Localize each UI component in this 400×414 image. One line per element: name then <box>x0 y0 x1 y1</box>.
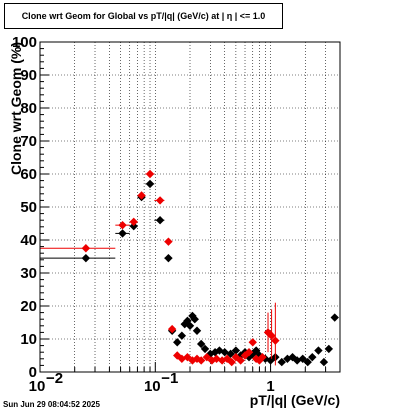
data-point <box>231 346 241 355</box>
y-tick-label: 30 <box>20 265 37 282</box>
data-point <box>118 229 127 238</box>
data-point <box>236 356 245 365</box>
series-0 <box>40 179 339 367</box>
data-point <box>173 338 182 347</box>
data-point <box>190 315 199 324</box>
y-tick-label: 70 <box>20 133 37 150</box>
data-point <box>167 324 177 334</box>
data-point <box>258 352 267 362</box>
x-tick-exponent: −1 <box>161 370 178 387</box>
data-point <box>271 336 280 345</box>
data-point <box>236 351 245 360</box>
data-point <box>118 220 127 230</box>
data-point <box>185 321 195 330</box>
data-point <box>303 357 312 367</box>
y-tick-label: 40 <box>20 232 37 249</box>
data-point <box>220 348 229 357</box>
data-point <box>155 196 165 205</box>
x-tick-label: 10 <box>29 378 46 395</box>
timestamp: Sun Jun 29 08:04:52 2025 <box>3 400 100 409</box>
data-point <box>129 217 138 227</box>
data-point <box>324 344 334 354</box>
y-tick-label: 80 <box>20 100 37 117</box>
x-tick-exponent: −2 <box>46 370 63 387</box>
data-point <box>129 221 138 231</box>
data-point <box>164 237 173 246</box>
data-point <box>137 191 146 200</box>
data-point <box>330 313 339 322</box>
x-tick-label: 1 <box>266 378 274 395</box>
y-tick-label: 60 <box>20 166 37 183</box>
data-point <box>248 338 257 347</box>
data-point <box>81 244 91 253</box>
y-tick-label: 50 <box>20 199 37 216</box>
data-point <box>244 348 254 357</box>
data-point <box>145 169 155 179</box>
x-axis-title: pT/|q| (GeV/c) <box>250 392 340 408</box>
data-point <box>164 253 173 263</box>
y-axis-title: Clone wrt Geom (%) <box>8 42 24 175</box>
y-tick-label: 20 <box>20 298 37 315</box>
data-point <box>196 356 206 365</box>
x-tick-label: 10 <box>144 378 161 395</box>
data-point <box>81 253 91 263</box>
chart-title: Clone wrt Geom for Global vs pT/|q| (GeV… <box>4 3 283 29</box>
data-point <box>227 357 236 367</box>
data-point <box>308 352 317 362</box>
data-point <box>145 179 155 189</box>
data-point <box>192 326 202 335</box>
y-tick-label: 10 <box>20 331 37 348</box>
data-point <box>177 331 187 340</box>
data-point <box>222 354 232 363</box>
data-point <box>267 331 276 340</box>
y-tick-label: 100 <box>12 34 37 51</box>
data-point <box>210 348 220 357</box>
data-point <box>314 346 323 355</box>
y-tick-label: 0 <box>29 364 37 381</box>
y-tick-label: 90 <box>20 67 37 84</box>
data-point <box>226 349 235 359</box>
data-point <box>155 216 165 225</box>
data-point <box>277 357 286 367</box>
series-layer <box>40 169 339 367</box>
data-point <box>196 339 206 349</box>
data-point <box>319 357 329 367</box>
series-1 <box>40 169 280 367</box>
data-point <box>200 344 210 354</box>
